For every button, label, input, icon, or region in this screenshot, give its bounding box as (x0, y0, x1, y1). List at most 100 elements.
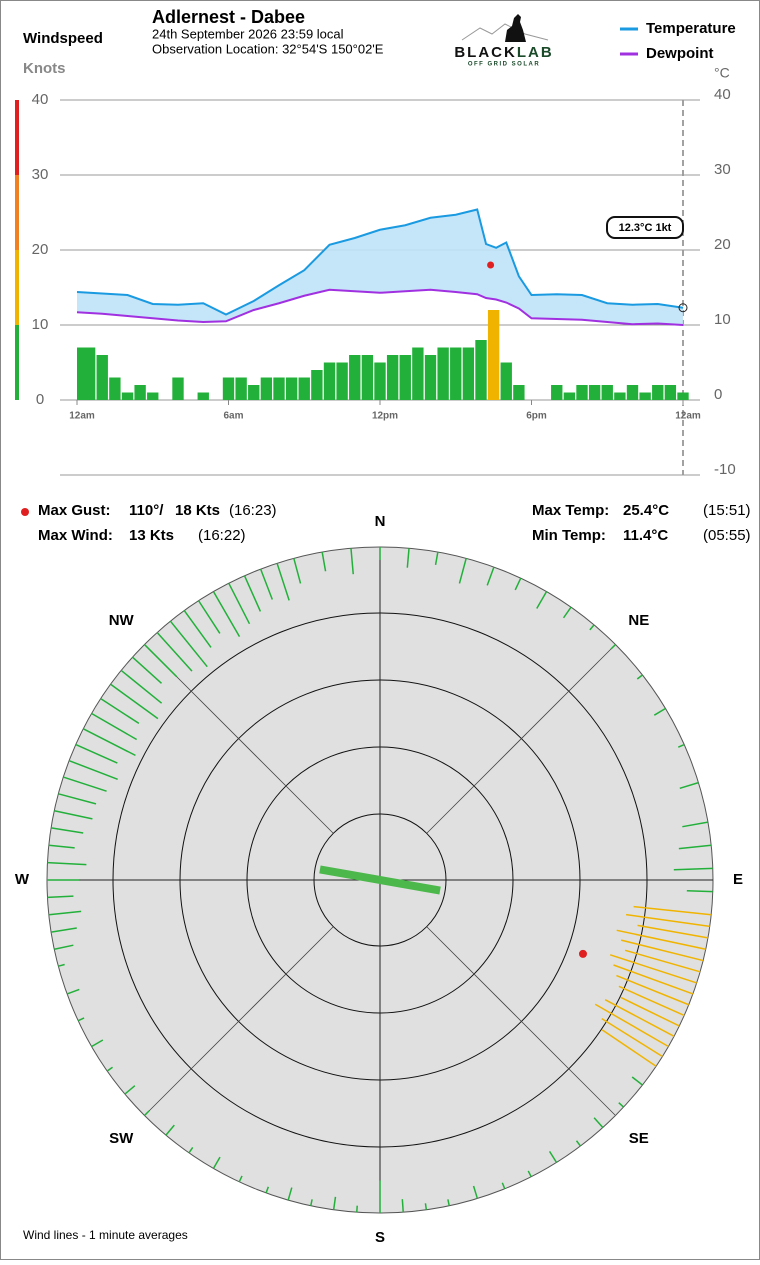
wind-bar (475, 340, 486, 400)
wind-bar (336, 363, 347, 401)
y2-unit: °C (714, 65, 730, 81)
wind-bar (374, 363, 385, 401)
y2-tick-label: 30 (714, 161, 731, 178)
wind-bar (425, 355, 436, 400)
y-unit: Knots (23, 60, 66, 77)
wind-bar (387, 355, 398, 400)
wind-bar (614, 393, 625, 401)
compass-label: SE (629, 1130, 649, 1147)
logo-word1: BLACK (454, 44, 517, 61)
y-tick-label: 30 (32, 166, 49, 183)
wind-bar (576, 385, 587, 400)
stat-time: (15:51) (703, 502, 751, 519)
compass-label: S (375, 1229, 385, 1246)
wind-bar (286, 378, 297, 401)
y-axis-label: Windspeed (23, 30, 103, 47)
stat-value: 18 Kts (175, 502, 220, 519)
wind-bar (564, 393, 575, 401)
scale-segment (15, 100, 19, 175)
chart-title: Adlernest - Dabee (152, 7, 305, 27)
wind-bar (223, 378, 234, 401)
x-tick-label: 6am (223, 411, 243, 422)
logo-tagline: OFF GRID SOLAR (468, 62, 540, 68)
location: Observation Location: 32°54'S 150°02'E (152, 41, 384, 56)
legend-label: Dewpoint (646, 45, 714, 62)
wind-bar (84, 348, 95, 401)
stat-time: (16:22) (198, 527, 246, 544)
stat-label: Max Wind: (38, 527, 113, 544)
wind-bar (602, 385, 613, 400)
wind-bar (488, 310, 499, 400)
wind-bar (652, 385, 663, 400)
wind-bar (299, 378, 310, 401)
wind-bar (400, 355, 411, 400)
y2-tick-label: 20 (714, 236, 731, 253)
wind-bar (349, 355, 360, 400)
logo-word2: LAB (517, 44, 554, 61)
y-tick-label: 0 (36, 391, 44, 408)
compass-label: E (733, 871, 743, 888)
wind-bar (463, 348, 474, 401)
stat-label: Min Temp: (532, 527, 606, 544)
y2-tick-label: 0 (714, 386, 722, 403)
wind-bar (501, 363, 512, 401)
stat-time: (05:55) (703, 527, 751, 544)
compass-label: NW (109, 612, 135, 629)
legend-label: Temperature (646, 20, 736, 37)
stat-value: 110°/ (129, 502, 164, 519)
gust-legend-dot (21, 508, 29, 516)
wind-bar (235, 378, 246, 401)
wind-bar (627, 385, 638, 400)
wind-bar (437, 348, 448, 401)
subtitle: 24th September 2026 23:59 local (152, 26, 344, 41)
stat-value: 25.4°C (623, 502, 669, 519)
stat-value: 11.4°C (623, 527, 668, 544)
gust-dot (579, 950, 587, 958)
x-tick-label: 12pm (372, 411, 398, 422)
scale-segment (15, 250, 19, 325)
wind-bar (639, 393, 650, 401)
stat-label: Max Gust: (38, 502, 111, 519)
wind-bar (248, 385, 259, 400)
stat-value: 13 Kts (129, 527, 174, 544)
x-tick-label: 12am (69, 411, 95, 422)
wind-bar (198, 393, 209, 401)
wind-bar (513, 385, 524, 400)
x-tick-label: 12am (675, 411, 701, 422)
wind-bar (147, 393, 158, 401)
stat-time: (16:23) (229, 502, 277, 519)
stat-label: Max Temp: (532, 502, 609, 519)
compass-label: W (15, 871, 30, 888)
wind-bar (273, 378, 284, 401)
wind-bar (261, 378, 272, 401)
wind-bar (134, 385, 145, 400)
y2-tick-label: 10 (714, 311, 731, 328)
wind-line (425, 1203, 426, 1209)
wind-bar (677, 393, 688, 401)
wind-line (687, 891, 713, 892)
y2-tick-label: -10 (714, 461, 736, 478)
y-tick-label: 20 (32, 241, 49, 258)
wind-bar (450, 348, 461, 401)
gust-marker (487, 262, 494, 269)
wind-bar (551, 385, 562, 400)
wind-bar (122, 393, 133, 401)
current-label: 12.3°C 1kt (619, 222, 672, 234)
footnote: Wind lines - 1 minute averages (23, 1228, 188, 1242)
x-tick-label: 6pm (526, 411, 547, 422)
y-tick-label: 10 (32, 316, 49, 333)
scale-segment (15, 175, 19, 250)
wind-bar (589, 385, 600, 400)
y-tick-label: 40 (32, 91, 49, 108)
wind-bar (362, 355, 373, 400)
wind-bar (172, 378, 183, 401)
compass-label: SW (109, 1130, 134, 1147)
wind-bar (311, 370, 322, 400)
wind-bar (109, 378, 120, 401)
wind-bar (324, 363, 335, 401)
wind-bar (412, 348, 423, 401)
y2-tick-label: 40 (714, 86, 731, 103)
scale-segment (15, 325, 19, 400)
wind-bar (665, 385, 676, 400)
